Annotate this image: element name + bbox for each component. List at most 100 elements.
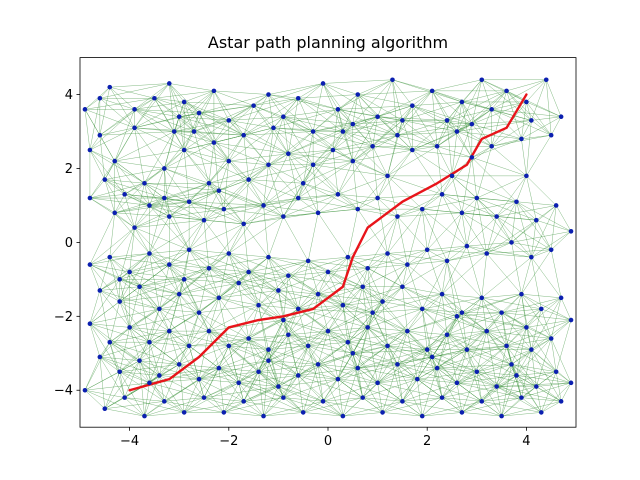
graph-node — [226, 158, 232, 164]
graph-edge — [402, 105, 413, 121]
graph-node — [186, 343, 192, 349]
graph-edge — [521, 397, 542, 413]
graph-edge — [208, 183, 264, 206]
graph-edge — [476, 371, 482, 402]
graph-edge — [139, 360, 145, 417]
graph-edge — [456, 131, 473, 158]
graph-edge — [164, 197, 190, 250]
graph-edge — [551, 116, 562, 136]
graph-edge — [327, 331, 339, 380]
graph-edge — [412, 149, 472, 158]
graph-edge — [288, 294, 319, 335]
graph-node — [504, 343, 509, 349]
graph-edge — [461, 101, 473, 158]
graph-edge — [387, 120, 403, 176]
graph-edge — [283, 319, 348, 343]
graph-edge — [347, 342, 378, 383]
graph-edge — [471, 109, 492, 125]
graph-edge — [327, 286, 363, 332]
graph-edge — [243, 135, 289, 154]
graph-edge — [357, 209, 388, 254]
graph-edge — [303, 397, 363, 413]
graph-node — [345, 339, 351, 345]
graph-edge — [283, 116, 314, 132]
graph-edge — [511, 327, 527, 365]
graph-node — [320, 399, 326, 404]
graph-edge — [228, 153, 289, 162]
graph-edge — [129, 286, 140, 328]
graph-node — [548, 247, 554, 253]
graph-edge — [139, 286, 200, 313]
graph-edge — [531, 349, 562, 402]
graph-edge — [109, 308, 160, 343]
graph-edge — [258, 360, 269, 372]
graph-edge — [198, 338, 249, 380]
graph-node — [529, 254, 534, 260]
graph-edge — [456, 316, 507, 347]
graph-edge — [456, 316, 527, 328]
graph-edge — [357, 356, 433, 369]
graph-edge — [511, 364, 557, 372]
graph-edge — [144, 412, 185, 417]
graph-edge — [501, 364, 512, 417]
graph-node — [112, 158, 118, 164]
graph-edge — [208, 179, 249, 184]
graph-node — [519, 136, 524, 142]
graph-node — [132, 125, 137, 131]
graph-edge — [213, 142, 269, 165]
graph-edge — [134, 109, 175, 132]
graph-edge — [322, 382, 378, 402]
graph-edge — [243, 205, 264, 225]
graph-edge — [184, 142, 214, 151]
graph-edge — [446, 120, 473, 158]
graph-node — [380, 410, 385, 415]
graph-edge — [402, 397, 443, 402]
graph-edge — [238, 371, 259, 384]
graph-edge — [208, 305, 259, 332]
graph-edge — [283, 194, 338, 217]
graph-edge — [169, 264, 219, 299]
graph-edge — [447, 253, 487, 262]
graph-node — [459, 310, 465, 315]
graph-edge — [228, 345, 269, 361]
graph-edge — [303, 183, 319, 213]
graph-edge — [89, 323, 130, 328]
graph-edge — [446, 120, 458, 132]
graph-node — [355, 365, 361, 371]
graph-edge — [526, 135, 552, 176]
graph-edge — [481, 79, 527, 103]
graph-edge — [288, 123, 353, 154]
graph-edge — [228, 338, 249, 347]
graph-edge — [352, 123, 398, 136]
graph-edge — [263, 412, 304, 417]
graph-edge — [436, 146, 443, 195]
graph-node — [509, 362, 514, 367]
graph-edge — [199, 378, 239, 384]
graph-edge — [268, 116, 284, 165]
graph-edge — [303, 379, 339, 413]
graph-edge — [164, 197, 170, 217]
graph-node — [494, 384, 499, 389]
graph-edge — [303, 149, 334, 184]
graph-edge — [109, 342, 120, 372]
graph-edge — [352, 345, 388, 354]
graph-node — [568, 380, 574, 386]
graph-edge — [243, 135, 249, 180]
graph-edge — [362, 286, 373, 313]
graph-node — [181, 277, 187, 282]
graph-edge — [481, 401, 502, 417]
graph-edge — [461, 293, 522, 313]
graph-edge — [308, 260, 329, 273]
graph-node — [132, 107, 137, 112]
graph-edge — [298, 345, 309, 376]
graph-edge — [427, 349, 477, 372]
graph-edge — [417, 367, 438, 380]
graph-edge — [491, 120, 532, 147]
graph-edge — [169, 83, 180, 117]
graph-node — [405, 262, 410, 267]
graph-edge — [99, 127, 135, 136]
graph-edge — [189, 338, 249, 347]
graph-edge — [223, 164, 269, 210]
graph-node — [300, 180, 306, 186]
graph-edge — [417, 379, 423, 417]
